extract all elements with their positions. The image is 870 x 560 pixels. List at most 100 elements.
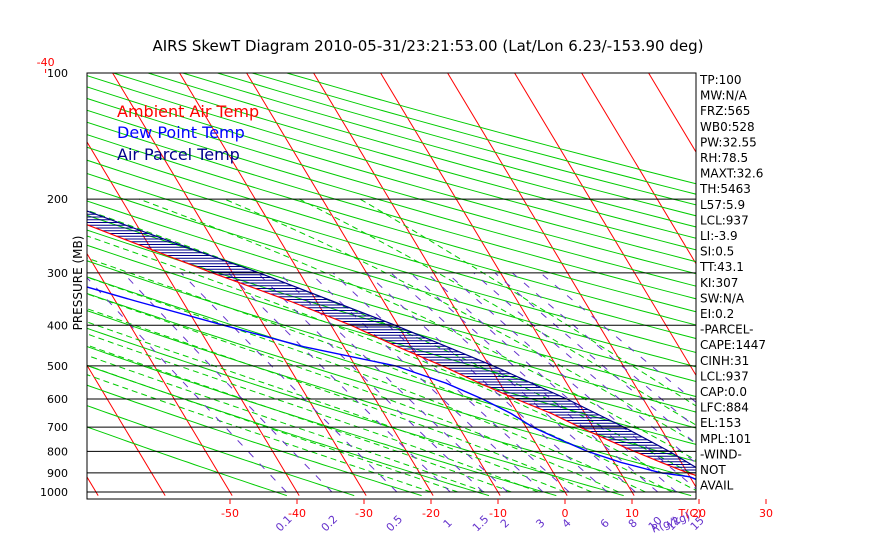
dry-adiabat [87,86,696,263]
mixing-ratio-line [228,272,451,493]
legend-ambient: Ambient Air Temp [117,102,259,121]
index-entry: RH:78.5 [700,151,748,165]
index-entry: LCL:937 [700,369,749,383]
mixing-ratio-unit-label: R(g/kg) [650,510,692,536]
dry-adiabat [87,244,696,429]
dry-adiabat [87,276,696,462]
dry-adiabat [87,346,557,497]
top-temp-label: -40 [37,56,55,69]
mixing-ratio-line [426,272,677,493]
index-entry: AVAIL [700,479,734,493]
mixing-ratio-line [180,272,398,493]
dry-adiabat [87,200,696,383]
index-entry: NOT [700,463,726,477]
index-entry: WB0:528 [700,120,755,134]
dry-adiabat [87,172,696,354]
mixing-ratio-label: 3 [533,516,547,530]
index-entry: SW:N/A [700,291,745,305]
index-entry: TH:5463 [699,182,751,196]
moist-adiabat [87,333,539,493]
mixing-ratio-label: 0.2 [319,513,341,535]
x-axis-unit-label: T(C) [678,507,702,520]
dry-adiabat [250,73,696,195]
pressure-tick-label: 700 [47,421,68,434]
pressure-tick-label: 800 [47,445,68,458]
index-entry: SI:0.5 [700,245,734,259]
legend-parcel: Air Parcel Temp [117,145,240,164]
isotherm-line [514,73,696,377]
pressure-tick-label: 600 [47,393,68,406]
pressure-tick-label: 200 [47,193,68,206]
bottom-temp-label: 0 [562,507,569,520]
mixing-ratio-line [87,276,287,493]
moist-adiabat [87,276,646,493]
dry-adiabat [87,146,696,326]
chart-title: AIRS SkewT Diagram 2010-05-31/23:21:53.0… [152,37,703,55]
plot-frame [86,72,697,500]
isotherm-line [581,73,696,265]
ambient-temp-line [87,224,696,477]
mixing-ratio-line [278,272,508,493]
dry-adiabat [87,97,696,275]
dry-adiabat [87,384,422,497]
mixing-ratio-line [390,272,636,493]
moist-adiabat [87,364,458,493]
moist-adiabat [87,374,432,493]
index-entry: EL:153 [700,416,741,430]
dry-adiabat [87,134,696,313]
index-entry: MW:N/A [700,89,748,103]
mixing-ratio-line [332,272,570,493]
bottom-temp-label: -30 [355,507,373,520]
index-entry: -PARCEL- [700,323,754,337]
index-entry: L57:5.9 [700,198,745,212]
parcel-temp-line [87,210,696,469]
isotherm-line [179,73,434,496]
pressure-tick-label: 400 [47,319,68,332]
pressure-tick-label: 900 [47,467,68,480]
dry-adiabat [87,109,696,287]
dry-adiabat [87,426,287,497]
isotherm-line [648,73,696,153]
index-entry: MAXT:32.6 [700,167,763,181]
dry-adiabat [87,186,696,368]
index-entry: PW:32.55 [700,135,757,149]
index-entry: CINH:31 [700,354,749,368]
dry-adiabat [87,75,696,251]
mixing-ratio-line [257,272,484,493]
index-entry: LCL:937 [700,213,749,227]
dry-adiabat [87,327,624,497]
bottom-temp-label: -40 [288,507,306,520]
mixing-ratio-line [446,272,696,490]
legend-dewpoint: Dew Point Temp [117,123,245,142]
bottom-temp-label: 30 [759,507,773,520]
mixing-ratio-label: 6 [598,516,612,530]
isotherm-line [87,252,233,496]
bottom-temp-label: -20 [422,507,440,520]
mixing-ratio-line [473,272,696,464]
index-entry: EI:0.2 [700,307,734,321]
index-entry: LFC:884 [700,401,749,415]
moist-adiabat [87,293,619,493]
mixing-ratio-label: 0.5 [384,513,406,535]
index-entry: CAPE:1447 [700,338,766,352]
y-axis-label: PRESSURE (MB) [71,236,85,331]
bottom-temp-label: -50 [221,507,239,520]
index-entry: TP:100 [699,73,742,87]
mixing-ratio-label: 1 [441,516,455,530]
bottom-temp-label: 20 [692,507,706,520]
index-entry: TT:43.1 [699,260,744,274]
index-entry: CAP:0.0 [700,385,747,399]
mixing-ratio-line [410,272,659,493]
index-entry: LI:-3.9 [700,229,738,243]
index-entry: KI:307 [700,276,738,290]
mixing-ratio-line [309,272,544,493]
pressure-tick-label: 300 [47,267,68,280]
mixing-ratio-line [366,272,608,493]
isotherm-line [87,364,166,496]
dry-adiabat [87,292,696,480]
bottom-temp-label: -10 [489,507,507,520]
dry-adiabat [87,310,692,497]
dewpoint-temp-line [87,286,696,481]
dry-adiabat [111,73,696,239]
